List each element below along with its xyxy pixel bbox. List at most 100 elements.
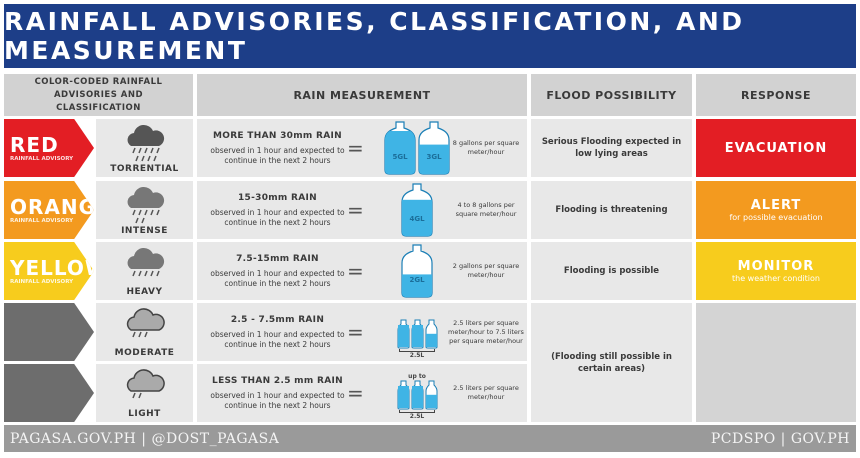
bottles-label: 2.5L [409,352,425,359]
rain-amount: LESS THAN 2.5 mm RAIN [212,376,343,386]
svg-text:5GL: 5GL [392,153,408,161]
rain-cloud-icon [127,124,164,162]
flood-possibility-merged: (Flooding still possible in certain area… [531,303,692,422]
rain-cloud-icon [126,369,165,399]
rain-drop [140,155,145,162]
rain-observed-text: observed in 1 hour and expected to conti… [210,208,345,227]
water-volume-illustration: 4GL [382,183,452,237]
rain-observed-text: observed in 1 hour and expected to conti… [210,269,345,288]
water-jug-icon: 3GL [418,121,450,175]
equals-sign: = [347,381,364,405]
rain-drop [131,147,136,154]
page-title: RAINFALL ADVISORIES, CLASSIFICATION, AND… [4,4,856,68]
measurement-cell: LESS THAN 2.5 mm RAIN observed in 1 hour… [197,364,527,422]
rain-drop [152,155,157,162]
classification-cell: INTENSE [96,181,193,239]
flood-possibility: Flooding is possible [531,242,692,300]
rain-drop [155,209,160,216]
response-cell: EVACUATION [696,119,856,177]
header-measurement: RAIN MEASUREMENT [197,74,527,116]
rain-drop [131,331,136,338]
rain-drop [149,147,154,154]
rain-amount: 2.5 - 7.5mm RAIN [230,315,325,325]
response-label: EVACUATION [724,140,828,156]
flood-possibility: Serious Flooding expected in low lying a… [531,119,692,177]
measurement-cell: 7.5-15mm RAIN observed in 1 hour and exp… [197,242,527,300]
advisory-none [4,303,94,361]
header-classification: COLOR-CODED RAINFALL ADVISORIES AND CLAS… [4,74,193,116]
response-label: ALERT [750,198,802,213]
advisory-label: YELLOW [10,256,108,280]
rain-observed-text: observed in 1 hour and expected to conti… [210,391,345,410]
water-bottle-icon [425,380,437,410]
rain-drop [143,147,148,154]
equals-sign: = [347,198,364,222]
water-volume-illustration: 2.5L [382,305,452,359]
rain-drop [155,270,160,277]
flood-possibility: Flooding is threatening [531,181,692,239]
water-bottle-icon [411,380,423,410]
svg-text:3GL: 3GL [426,153,442,161]
water-bottle-icon [397,380,409,410]
header-flood: FLOOD POSSIBILITY [531,74,692,116]
rain-cloud-icon [126,308,165,338]
rain-amount: 15-30mm RAIN [237,193,318,203]
measurement-cell: MORE THAN 30mm RAIN observed in 1 hour a… [197,119,527,177]
classification-label: TORRENTIAL [110,164,179,174]
water-bottle-icon [411,319,423,349]
classification-label: MODERATE [114,348,175,358]
rain-drop [149,209,154,216]
classification-cell: HEAVY [96,242,193,300]
water-bottle-icon [425,319,437,349]
volume-note: 2 gallons per square meter/hour [452,262,520,279]
rain-drop [143,270,148,277]
equals-sign: = [347,320,364,344]
rain-drop [140,217,145,224]
advisory-sublabel: RAINFALL ADVISORY [10,279,74,285]
response-sublabel: for possible evacuation [729,213,823,222]
bottles-top-label: up to [408,373,426,380]
rain-drop [137,270,142,277]
rain-drop [137,331,142,338]
footer: PAGASA.GOV.PH | @DOST_PAGASA PCDSPO | GO… [4,425,856,452]
footer-right: PCDSPO | GOV.PH [710,430,850,447]
rain-drop [131,392,136,399]
classification-label: LIGHT [128,409,161,419]
rain-drop [134,217,139,224]
equals-sign: = [347,259,364,283]
water-volume-illustration: 2GL [382,244,452,298]
volume-note: 4 to 8 gallons per square meter/hour [455,201,517,218]
classification-cell: TORRENTIAL [96,119,193,177]
rain-drop [149,270,154,277]
water-bottle-icon [397,319,409,349]
volume-note: 2.5 liters per square meter/hour [453,384,519,401]
rain-drop [134,155,139,162]
response-label: MONITOR [737,259,815,274]
rain-drop [131,209,136,216]
water-volume-illustration: 5GL 3GL [382,121,452,175]
advisory-label: RED [10,133,59,157]
rain-drop [143,331,148,338]
rain-drop [137,147,142,154]
measurement-cell: 15-30mm RAIN observed in 1 hour and expe… [197,181,527,239]
rain-drop [131,270,136,277]
response-cell: ALERT for possible evacuation [696,181,856,239]
water-jug-icon: 5GL [384,121,416,175]
header-response: RESPONSE [696,74,856,116]
response-empty [696,303,856,422]
rain-observed-text: observed in 1 hour and expected to conti… [210,146,345,165]
response-cell: MONITOR the weather condition [696,242,856,300]
rain-cloud-icon [127,247,164,277]
rain-observed-text: observed in 1 hour and expected to conti… [210,330,345,349]
volume-note: 8 gallons per square meter/hour [452,139,520,156]
advisory-yellow: YELLOW RAINFALL ADVISORY [4,242,94,300]
rain-drop [143,209,148,216]
measurement-cell: 2.5 - 7.5mm RAIN observed in 1 hour and … [197,303,527,361]
classification-label: INTENSE [121,226,168,236]
water-jug-icon: 2GL [401,244,433,298]
bottles-label: 2.5L [409,413,425,420]
advisory-label: ORANGE [10,195,111,219]
advisory-sublabel: RAINFALL ADVISORY [10,218,74,224]
water-volume-illustration: up to 2.5L [382,366,452,420]
classification-label: HEAVY [126,287,163,297]
